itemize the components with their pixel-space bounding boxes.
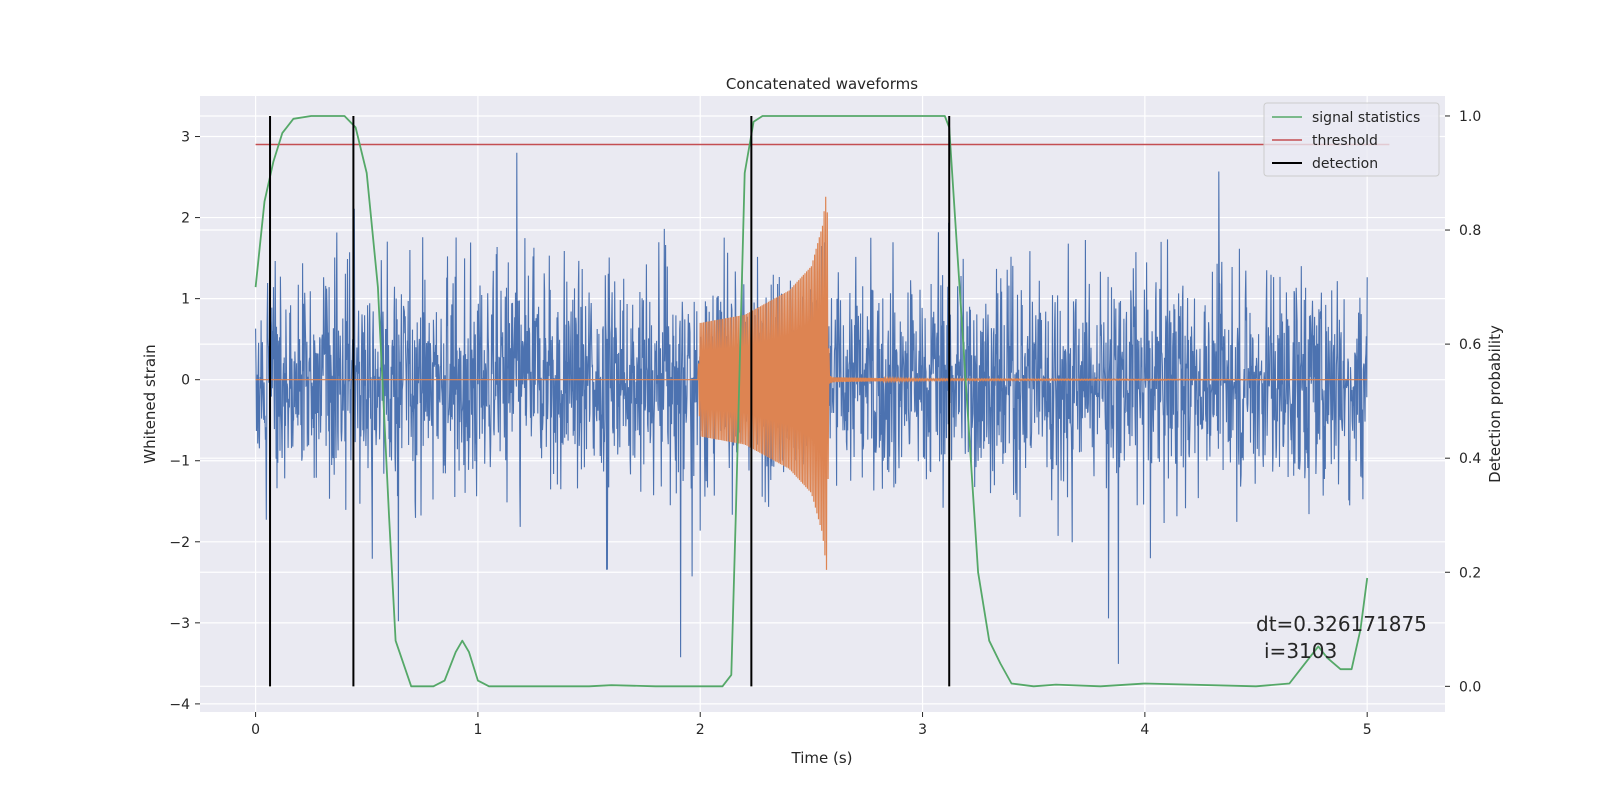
y-tick-label: 2 [181, 211, 190, 227]
legend-label-detection: detection [1312, 156, 1378, 172]
x-tick-label: 5 [1363, 722, 1372, 738]
legend-label-signal-statistics: signal statistics [1312, 110, 1420, 126]
annotation-dt: dt=0.326171875 [1256, 612, 1427, 636]
y-tick-label: −1 [169, 454, 190, 470]
injection-series [255, 196, 1368, 570]
chart-title: Concatenated waveforms [726, 75, 918, 93]
y-tick-label: 3 [181, 130, 190, 146]
legend: signal statistics threshold detection [1263, 102, 1440, 177]
x-tick-label: 4 [1140, 722, 1149, 738]
axis-ticks: 0 1 2 3 4 5 −4 −3 −2 −1 0 1 2 3 0.0 0.2 0.4 0.6 0.8 1.0 [169, 109, 1481, 738]
y-axis-label: Whitened strain [141, 344, 159, 463]
y-tick-label: −4 [169, 697, 190, 713]
y2-tick-label: 0.8 [1459, 223, 1481, 239]
y-tick-label: −3 [169, 616, 190, 632]
y2-axis-label: Detection probability [1486, 325, 1504, 483]
legend-label-threshold: threshold [1312, 133, 1378, 149]
signal-statistics-line [254, 115, 1369, 688]
x-tick-label: 3 [918, 722, 927, 738]
x-tick-label: 2 [696, 722, 705, 738]
y2-tick-label: 0.4 [1459, 451, 1481, 467]
y2-tick-label: 0.6 [1459, 337, 1481, 353]
y2-tick-label: 0.2 [1459, 565, 1481, 581]
x-tick-label: 1 [473, 722, 482, 738]
y2-tick-label: 0.0 [1459, 679, 1481, 695]
y-tick-label: 0 [181, 373, 190, 389]
x-axis-label: Time (s) [791, 749, 853, 767]
y-tick-label: 1 [181, 292, 190, 308]
annotation-i: i=3103 [1264, 639, 1337, 663]
legend-box [1263, 102, 1440, 177]
plot-area [254, 115, 1390, 688]
y-tick-label: −2 [169, 535, 190, 551]
x-tick-label: 0 [251, 722, 260, 738]
y2-tick-label: 1.0 [1459, 109, 1481, 125]
